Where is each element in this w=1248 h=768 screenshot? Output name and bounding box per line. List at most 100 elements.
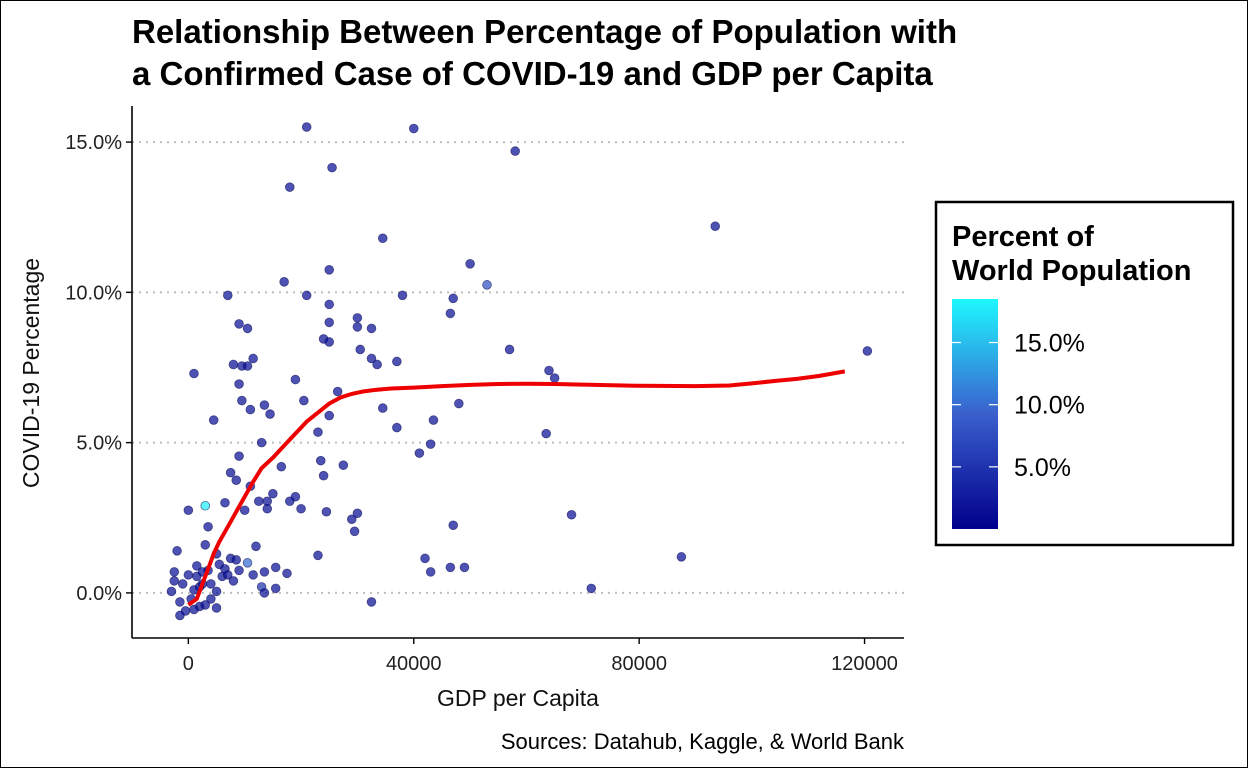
- scatter-point: [366, 323, 377, 334]
- scatter-point: [242, 361, 253, 371]
- scatter-point: [282, 568, 292, 579]
- x-axis-title: GDP per Capita: [437, 685, 599, 711]
- sources-caption: Sources: Datahub, Kaggle, & World Bank: [501, 729, 905, 754]
- scatter-point: [270, 583, 281, 594]
- scatter-point: [414, 448, 425, 458]
- scatter-point: [352, 508, 363, 519]
- scatter-point: [346, 514, 357, 525]
- gridlines: [132, 141, 904, 594]
- x-tick-label: 40000: [386, 653, 442, 675]
- scatter-point: [324, 410, 335, 421]
- chart-title-line-2: a Confirmed Case of COVID-19 and GDP per…: [132, 55, 933, 92]
- trend-line: [187, 369, 846, 607]
- scatter-point: [352, 322, 363, 332]
- scatter-point: [586, 583, 597, 594]
- legend: Percent of World Population 5.0% 10.0% 15.…: [934, 200, 1235, 547]
- scatter-point: [256, 437, 267, 448]
- scatter-point: [270, 562, 281, 573]
- scatter-point: [504, 344, 515, 355]
- scatter-point: [242, 323, 253, 334]
- scatter-point: [408, 123, 419, 134]
- scatter-point: [459, 562, 470, 573]
- x-tick-label: 80000: [611, 653, 667, 675]
- legend-title-line-1: Percent of: [952, 221, 1094, 253]
- scatter-point: [284, 182, 295, 192]
- scatter-point: [211, 586, 222, 597]
- scatter-point: [324, 337, 335, 347]
- legend-colorbar: [952, 299, 998, 529]
- scatter-point: [710, 221, 721, 232]
- y-tick-label: 15.0%: [65, 132, 122, 154]
- y-ticks: 0.0% 5.0% 10.0% 15.0%: [65, 132, 132, 605]
- scatter-point: [425, 567, 436, 577]
- y-tick-label: 0.0%: [76, 583, 122, 605]
- scatter-point: [372, 359, 382, 370]
- scatter-point: [284, 496, 295, 507]
- scatter-point: [231, 475, 242, 486]
- scatter-point: [425, 439, 436, 449]
- scatter-point: [206, 594, 216, 604]
- scatter-point: [290, 374, 301, 385]
- scatter-point: [234, 379, 244, 389]
- scatter-point: [276, 461, 287, 472]
- scatter-point: [338, 460, 349, 470]
- scatter-point: [566, 509, 577, 520]
- scatter-point: [313, 427, 323, 437]
- scatter-point: [175, 610, 185, 621]
- scatter-point: [366, 353, 377, 364]
- scatter-point: [349, 526, 360, 537]
- scatter-point: [318, 470, 329, 481]
- scatter-point: [355, 344, 366, 355]
- scatter-point: [279, 277, 289, 287]
- chart-title-line-1: Relationship Between Percentage of Popul…: [132, 13, 957, 50]
- scatter-point: [248, 570, 258, 580]
- scatter-point: [177, 579, 188, 589]
- scatter-point: [192, 561, 202, 571]
- legend-title-line-2: World Population: [952, 255, 1192, 287]
- scatter-point: [253, 496, 264, 507]
- scatter-point: [324, 265, 335, 275]
- scatter-point: [428, 415, 439, 425]
- scatter-point: [211, 603, 222, 613]
- scatter-point: [262, 503, 273, 514]
- scatter-point: [324, 299, 335, 310]
- scatter-points: [166, 122, 873, 621]
- scatter-point: [166, 586, 177, 597]
- scatter-point: [208, 415, 219, 425]
- scatter-point: [228, 576, 239, 586]
- x-ticks: 0 40000 80000 120000: [183, 638, 898, 675]
- scatter-point: [242, 558, 253, 568]
- scatter-point: [676, 552, 687, 562]
- scatter-point: [225, 467, 236, 478]
- scatter-point: [377, 233, 388, 244]
- scatter-point: [237, 395, 247, 406]
- scatter-point: [200, 600, 211, 610]
- scatter-point: [366, 597, 377, 607]
- scatter-point: [259, 588, 270, 598]
- scatter-point: [268, 488, 278, 499]
- scatter-point: [448, 520, 458, 531]
- scatter-point: [183, 505, 194, 516]
- scatter-point: [222, 570, 233, 580]
- scatter-point: [448, 293, 458, 304]
- axes: [131, 106, 904, 639]
- scatter-point: [245, 404, 256, 415]
- scatter-point: [228, 359, 239, 370]
- scatter-point: [220, 497, 230, 508]
- scatter-point: [324, 317, 335, 328]
- scatter-point: [544, 365, 554, 376]
- y-tick-label: 5.0%: [76, 433, 122, 455]
- scatter-point: [313, 550, 323, 561]
- scatter-point: [234, 565, 244, 576]
- scatter-point: [510, 146, 520, 156]
- scatter-point: [549, 373, 560, 383]
- legend-ticks: 5.0% 10.0% 15.0%: [952, 330, 1085, 482]
- scatter-point: [175, 597, 185, 607]
- scatter-point: [465, 258, 475, 269]
- scatter-point: [200, 540, 211, 550]
- scatter-point: [231, 555, 242, 565]
- scatter-point: [296, 503, 306, 514]
- scatter-point: [301, 122, 312, 132]
